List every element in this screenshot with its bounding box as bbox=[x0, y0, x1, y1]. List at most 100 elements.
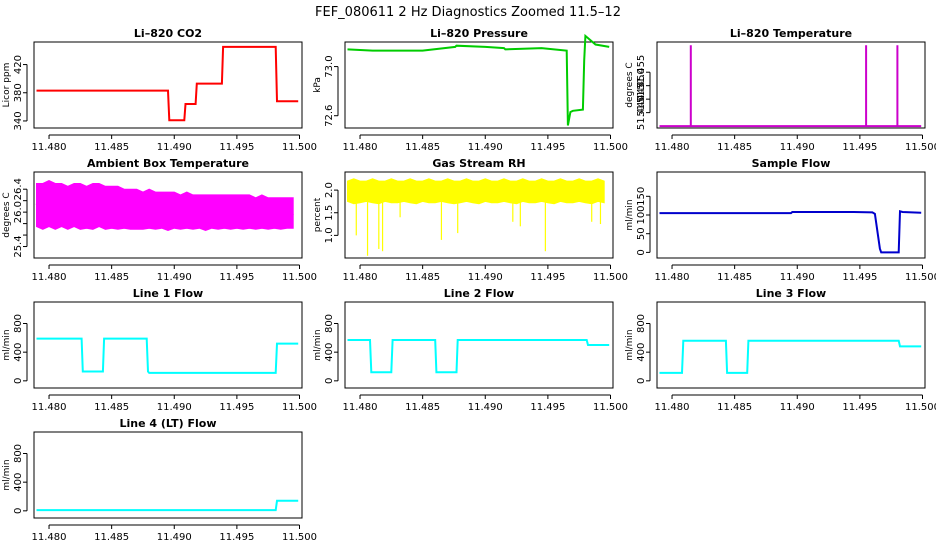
y-tick-label: 51.445 bbox=[636, 82, 647, 117]
y-tick-label: 0 bbox=[636, 249, 647, 255]
x-tick-label: 11.480 bbox=[655, 402, 690, 413]
x-tick-label: 11.485 bbox=[94, 402, 129, 413]
plot-frame bbox=[344, 41, 614, 129]
panel-line-2-flow: Line 2 Flow ml/min 11.480 11.485 11.490 11.49… bbox=[313, 287, 628, 413]
x-tick-label: 11.490 bbox=[157, 402, 192, 413]
panel-title: Li–820 Temperature bbox=[730, 27, 852, 40]
panel-li-820-temperature: Li–820 Temperature degrees C 11.480 11.485 1… bbox=[625, 27, 936, 153]
panel-line-4-lt-flow: Line 4 (LT) Flow ml/min 11.480 11.485 11.490… bbox=[2, 417, 317, 540]
x-tick-label: 11.490 bbox=[157, 532, 192, 540]
series-line bbox=[36, 337, 299, 374]
x-tick-label: 11.480 bbox=[655, 142, 690, 153]
y-axis-label: ml/min bbox=[2, 329, 12, 360]
x-tick-label: 11.500 bbox=[905, 272, 936, 283]
y-tick-label: 150 bbox=[636, 187, 647, 206]
y-tick-label: 100 bbox=[636, 205, 647, 224]
x-tick-label: 11.495 bbox=[530, 272, 565, 283]
panel-title: Line 4 (LT) Flow bbox=[120, 417, 217, 430]
x-tick-label: 11.490 bbox=[157, 142, 192, 153]
panel-title: Li–820 Pressure bbox=[430, 27, 528, 40]
y-tick-label: 1.0 bbox=[324, 227, 335, 243]
series-line bbox=[659, 209, 922, 254]
y-axis-label: ml/min bbox=[2, 459, 12, 490]
y-tick-label: 400 bbox=[636, 343, 647, 362]
y-tick-label: 1.5 bbox=[324, 205, 335, 221]
y-axis-label: ml/min bbox=[625, 199, 635, 230]
y-tick-label: 0 bbox=[13, 508, 24, 514]
y-tick-label: 0 bbox=[324, 378, 335, 384]
panel-title: Line 1 Flow bbox=[133, 287, 203, 300]
series-line bbox=[659, 339, 922, 374]
y-axis-label: kPa bbox=[313, 77, 323, 93]
y-axis-label: degrees C bbox=[625, 62, 635, 107]
y-tick-label: 26.4 bbox=[13, 178, 24, 200]
x-tick-label: 11.485 bbox=[405, 272, 440, 283]
x-tick-label: 11.495 bbox=[530, 402, 565, 413]
x-tick-label: 11.480 bbox=[32, 402, 67, 413]
panel-title: Ambient Box Temperature bbox=[87, 157, 249, 170]
x-tick-label: 11.495 bbox=[219, 272, 254, 283]
panel-li-820-co2: Li–820 CO2 Licor ppm 11.480 11.485 11.490 11.… bbox=[2, 27, 317, 153]
y-tick-label: 0 bbox=[636, 378, 647, 384]
y-tick-label: 800 bbox=[13, 314, 24, 333]
x-tick-label: 11.500 bbox=[282, 272, 317, 283]
plot-frame bbox=[656, 41, 926, 129]
x-tick-label: 11.490 bbox=[780, 402, 815, 413]
x-tick-label: 11.485 bbox=[717, 402, 752, 413]
x-tick-label: 11.485 bbox=[94, 532, 129, 540]
x-tick-label: 11.490 bbox=[468, 402, 503, 413]
x-tick-label: 11.485 bbox=[94, 272, 129, 283]
series-line bbox=[36, 45, 299, 122]
y-tick-label: 51.450 bbox=[636, 68, 647, 103]
panel-ambient-box-temperature: Ambient Box Temperature degrees C 11.480 11… bbox=[2, 157, 317, 283]
panel-line-3-flow: Line 3 Flow ml/min 11.480 11.485 11.490 11.49… bbox=[625, 287, 936, 413]
y-tick-label: 51.455 bbox=[636, 55, 647, 90]
plot-frame bbox=[656, 171, 926, 259]
x-tick-label: 11.495 bbox=[842, 142, 877, 153]
panel-title: Li–820 CO2 bbox=[134, 27, 202, 40]
series-line bbox=[346, 186, 605, 196]
y-axis-label: ml/min bbox=[313, 329, 323, 360]
x-tick-label: 11.485 bbox=[405, 402, 440, 413]
x-tick-label: 11.490 bbox=[157, 272, 192, 283]
y-tick-label: 400 bbox=[13, 473, 24, 492]
y-tick-label: 26.0 bbox=[13, 201, 24, 223]
x-tick-label: 11.490 bbox=[780, 142, 815, 153]
x-tick-label: 11.500 bbox=[593, 272, 628, 283]
x-tick-label: 11.495 bbox=[530, 142, 565, 153]
x-tick-label: 11.480 bbox=[655, 272, 690, 283]
y-tick-label: 400 bbox=[324, 343, 335, 362]
series-band bbox=[36, 180, 294, 232]
y-tick-label: 340 bbox=[13, 111, 24, 130]
panel-title: Line 3 Flow bbox=[756, 287, 826, 300]
panel-title: Sample Flow bbox=[752, 157, 831, 170]
x-tick-label: 11.485 bbox=[94, 142, 129, 153]
figure-title: FEF_080611 2 Hz Diagnostics Zoomed 11.5–… bbox=[315, 5, 621, 20]
panel-title: Line 2 Flow bbox=[444, 287, 514, 300]
x-tick-label: 11.485 bbox=[717, 142, 752, 153]
x-tick-label: 11.490 bbox=[780, 272, 815, 283]
x-tick-label: 11.480 bbox=[343, 402, 378, 413]
x-tick-label: 11.500 bbox=[282, 532, 317, 540]
panel-title: Gas Stream RH bbox=[432, 157, 525, 170]
y-tick-label: 73.0 bbox=[324, 55, 335, 77]
x-tick-label: 11.500 bbox=[282, 402, 317, 413]
y-axis-label: ml/min bbox=[625, 329, 635, 360]
plot-frame bbox=[656, 301, 926, 389]
x-tick-label: 11.490 bbox=[468, 142, 503, 153]
chart-panels: Li–820 CO2 Licor ppm 11.480 11.485 11.490 11.… bbox=[2, 27, 936, 540]
x-tick-label: 11.500 bbox=[905, 142, 936, 153]
y-axis-label: degrees C bbox=[2, 192, 12, 237]
y-tick-label: 800 bbox=[324, 314, 335, 333]
y-tick-label: 72.6 bbox=[324, 105, 335, 127]
plot-frame bbox=[33, 431, 303, 519]
y-tick-label: 2.0 bbox=[324, 182, 335, 198]
plot-frame bbox=[33, 41, 303, 129]
panel-line-1-flow: Line 1 Flow ml/min 11.480 11.485 11.490 11.49… bbox=[2, 287, 317, 413]
x-tick-label: 11.480 bbox=[32, 532, 67, 540]
x-tick-label: 11.480 bbox=[32, 142, 67, 153]
x-tick-label: 11.480 bbox=[343, 142, 378, 153]
y-tick-label: 50 bbox=[636, 227, 647, 240]
x-tick-label: 11.480 bbox=[343, 272, 378, 283]
series-line bbox=[35, 191, 294, 228]
